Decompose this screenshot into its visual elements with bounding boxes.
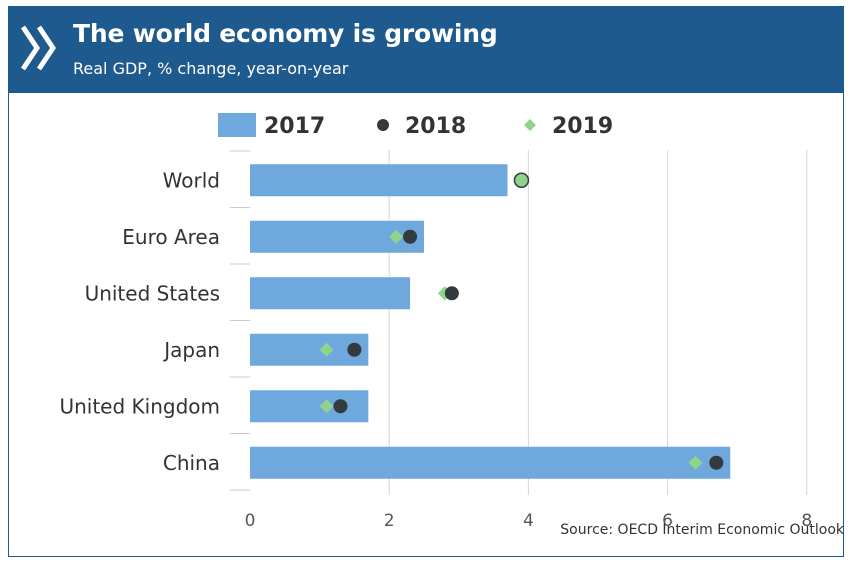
legend-label-2019: 2019 xyxy=(552,114,613,139)
category-label-euro-area: Euro Area xyxy=(122,225,220,249)
legend-label-2017: 2017 xyxy=(264,114,325,139)
chart-header: The world economy is growing Real GDP, %… xyxy=(9,7,843,93)
x-tick-label-6: 6 xyxy=(662,511,673,531)
bar-2017-united-states xyxy=(250,277,411,310)
legend-swatch-2019 xyxy=(524,119,536,131)
x-tick-label-4: 4 xyxy=(523,511,534,531)
marker-2019-euro-area xyxy=(389,229,404,244)
bar-2017-china xyxy=(250,446,731,479)
dot-2018-euro-area xyxy=(403,229,418,244)
dot-2018-japan xyxy=(347,342,362,357)
category-label-united-states: United States xyxy=(85,281,220,305)
x-tick-label-0: 0 xyxy=(245,511,256,531)
dot-2018-world xyxy=(513,172,530,188)
marker-2019-china xyxy=(688,455,703,470)
legend-swatch-2018 xyxy=(377,119,389,131)
x-tick-label-8: 8 xyxy=(801,511,812,531)
chart-title: The world economy is growing xyxy=(73,19,498,48)
category-label-china: China xyxy=(163,451,220,475)
dot-2018-united-kingdom xyxy=(333,399,348,414)
category-label-united-kingdom: United Kingdom xyxy=(59,394,220,418)
marker-2019-japan xyxy=(319,342,334,357)
bar-2017-united-kingdom xyxy=(250,390,369,423)
marker-2019-united-kingdom xyxy=(319,399,334,414)
dot-2018-china xyxy=(709,455,724,470)
bar-2017-world xyxy=(250,164,508,197)
chart-subtitle: Real GDP, % change, year-on-year xyxy=(73,59,349,78)
legend-swatch-2017 xyxy=(218,113,256,137)
category-label-world: World xyxy=(163,168,220,192)
legend-label-2018: 2018 xyxy=(405,114,466,139)
chevron-logo-icon xyxy=(20,25,57,71)
x-tick-label-2: 2 xyxy=(384,511,395,531)
category-label-japan: Japan xyxy=(162,338,220,362)
source-note: Source: OECD Interim Economic Outlook xyxy=(560,522,844,538)
dot-2018-united-states xyxy=(444,286,459,301)
